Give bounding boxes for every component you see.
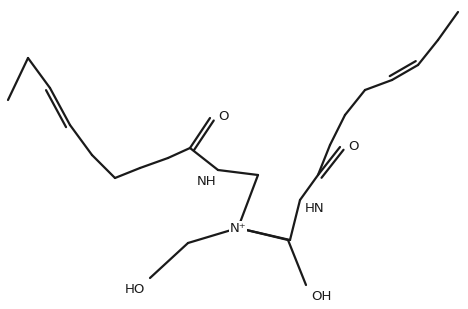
- Text: O: O: [348, 141, 358, 154]
- Text: N⁺: N⁺: [230, 222, 246, 235]
- Text: HN: HN: [305, 202, 325, 215]
- Text: O: O: [218, 109, 228, 122]
- Text: NH: NH: [197, 175, 216, 188]
- Text: OH: OH: [311, 290, 331, 303]
- Text: HO: HO: [124, 283, 145, 296]
